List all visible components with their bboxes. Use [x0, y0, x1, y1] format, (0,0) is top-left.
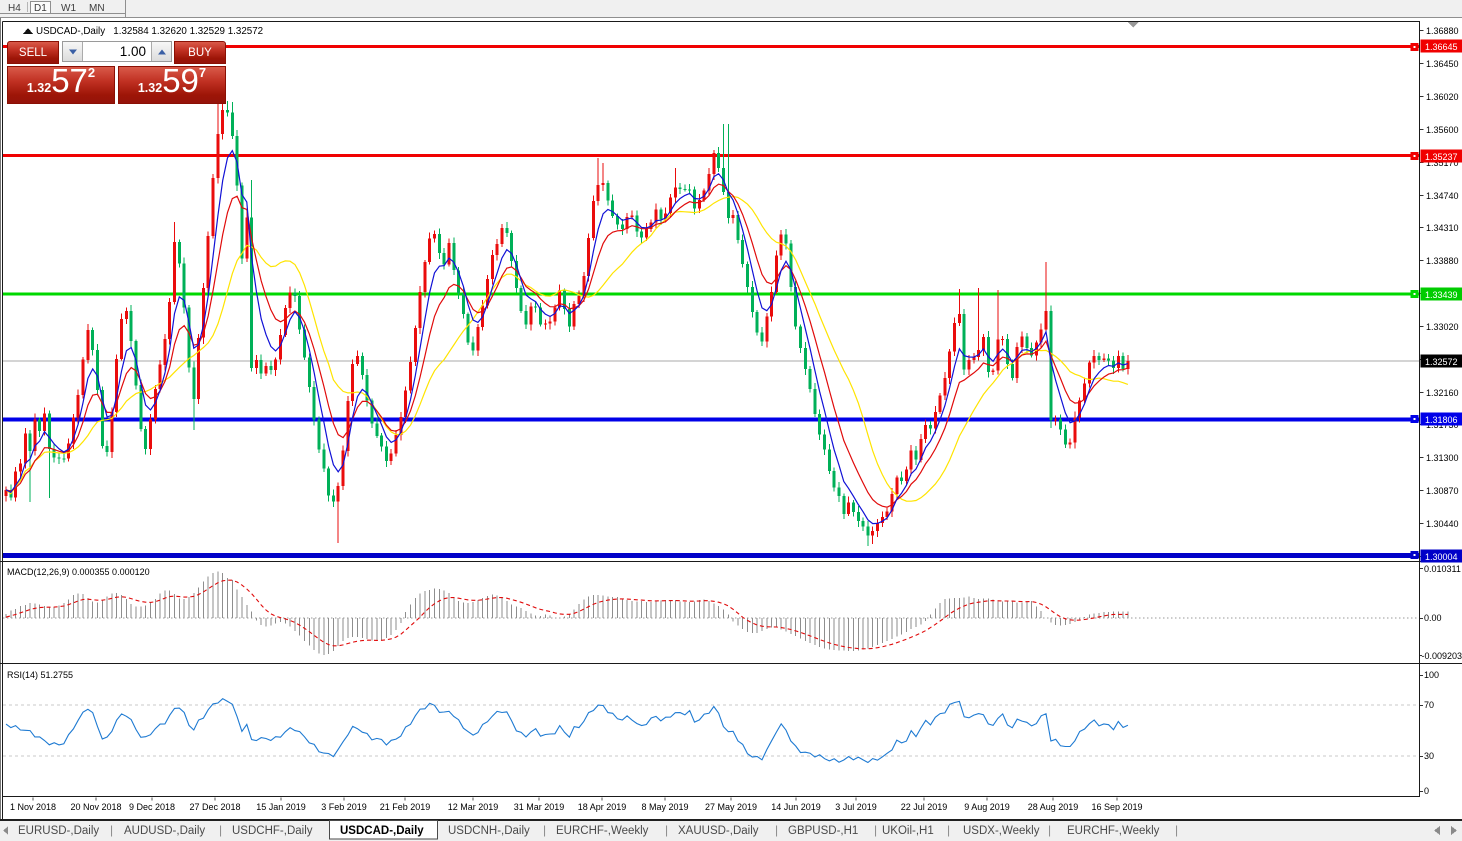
svg-text:1.36880: 1.36880	[1426, 26, 1459, 36]
svg-text:|: |	[543, 823, 546, 837]
svg-text:1.31806: 1.31806	[1425, 415, 1458, 425]
svg-text:12 Mar 2019: 12 Mar 2019	[448, 802, 499, 812]
svg-text:1.32160: 1.32160	[1426, 388, 1459, 398]
svg-text:9 Dec 2018: 9 Dec 2018	[129, 802, 175, 812]
svg-text:1.36450: 1.36450	[1426, 59, 1459, 69]
svg-text:27 May 2019: 27 May 2019	[705, 802, 757, 812]
svg-text:AUDUSD-,Daily: AUDUSD-,Daily	[124, 825, 205, 837]
svg-text:|: |	[775, 823, 778, 837]
svg-text:D1: D1	[34, 3, 47, 14]
svg-text:H4: H4	[8, 3, 21, 14]
svg-text:1.30004: 1.30004	[1425, 552, 1458, 562]
svg-text:|: |	[110, 823, 113, 837]
svg-text:EURCHF-,Weekly: EURCHF-,Weekly	[1067, 825, 1160, 837]
svg-text:EURCHF-,Weekly: EURCHF-,Weekly	[556, 825, 649, 837]
svg-text:14 Jun 2019: 14 Jun 2019	[771, 802, 821, 812]
svg-text:0.00: 0.00	[1424, 613, 1442, 623]
svg-text:16 Sep 2019: 16 Sep 2019	[1091, 802, 1142, 812]
svg-text:1.30870: 1.30870	[1426, 486, 1459, 496]
svg-text:20 Nov 2018: 20 Nov 2018	[70, 802, 121, 812]
svg-text:28 Aug 2019: 28 Aug 2019	[1028, 802, 1079, 812]
svg-text:0: 0	[1424, 786, 1429, 796]
svg-text:18 Apr 2019: 18 Apr 2019	[578, 802, 627, 812]
svg-text:31 Mar 2019: 31 Mar 2019	[514, 802, 565, 812]
svg-text:27 Dec 2018: 27 Dec 2018	[189, 802, 240, 812]
svg-text:|: |	[219, 823, 222, 837]
svg-text:|: |	[1175, 823, 1178, 837]
svg-text:1.35170: 1.35170	[1426, 158, 1459, 168]
svg-text:USDX-,Weekly: USDX-,Weekly	[963, 825, 1040, 837]
svg-text:21 Feb 2019: 21 Feb 2019	[380, 802, 431, 812]
svg-text:1.33439: 1.33439	[1425, 290, 1458, 300]
svg-text:8 May 2019: 8 May 2019	[641, 802, 688, 812]
svg-text:|: |	[947, 823, 950, 837]
svg-text:3 Feb 2019: 3 Feb 2019	[321, 802, 367, 812]
svg-text:22 Jul 2019: 22 Jul 2019	[901, 802, 948, 812]
svg-text:|: |	[1048, 823, 1051, 837]
svg-text:9 Aug 2019: 9 Aug 2019	[964, 802, 1010, 812]
svg-text:USDCAD-,Daily 1.32584 1.3262: USDCAD-,Daily 1.32584 1.32620 1.32529 1.…	[36, 26, 263, 37]
svg-text:XAUUSD-,Daily: XAUUSD-,Daily	[678, 825, 759, 837]
svg-text:70: 70	[1424, 700, 1434, 710]
svg-text:30: 30	[1424, 751, 1434, 761]
svg-text:-0.009203: -0.009203	[1422, 651, 1462, 661]
svg-text:|: |	[874, 823, 877, 837]
svg-text:1.34740: 1.34740	[1426, 191, 1459, 201]
svg-text:EURUSD-,Daily: EURUSD-,Daily	[18, 825, 99, 837]
svg-text:0.010311: 0.010311	[1424, 564, 1461, 574]
svg-text:1.32572: 1.32572	[1425, 357, 1458, 367]
svg-text:MACD(12,26,9) 0.000355 0.00012: MACD(12,26,9) 0.000355 0.000120	[7, 567, 150, 577]
svg-text:1.36645: 1.36645	[1425, 42, 1458, 52]
svg-text:W1: W1	[61, 3, 76, 14]
svg-text:1.31300: 1.31300	[1426, 453, 1459, 463]
svg-text:1 Nov 2018: 1 Nov 2018	[10, 802, 56, 812]
svg-text:UKOil-,H1: UKOil-,H1	[882, 825, 934, 837]
svg-text:100: 100	[1424, 670, 1439, 680]
svg-text:3 Jul 2019: 3 Jul 2019	[835, 802, 877, 812]
svg-text:USDCHF-,Daily: USDCHF-,Daily	[232, 825, 313, 837]
svg-text:1.35600: 1.35600	[1426, 125, 1459, 135]
svg-text:|: |	[665, 823, 668, 837]
svg-text:1.33880: 1.33880	[1426, 256, 1459, 266]
svg-text:1.36020: 1.36020	[1426, 92, 1459, 102]
svg-text:USDCAD-,Daily: USDCAD-,Daily	[340, 825, 424, 837]
svg-text:1.33020: 1.33020	[1426, 322, 1459, 332]
svg-text:1.30440: 1.30440	[1426, 519, 1459, 529]
svg-text:15 Jan 2019: 15 Jan 2019	[256, 802, 306, 812]
svg-text:GBPUSD-,H1: GBPUSD-,H1	[788, 825, 858, 837]
svg-text:1.34310: 1.34310	[1426, 223, 1459, 233]
svg-text:MN: MN	[89, 3, 105, 14]
svg-text:USDCNH-,Daily: USDCNH-,Daily	[448, 825, 530, 837]
svg-text:1.35237: 1.35237	[1425, 152, 1458, 162]
svg-text:RSI(14) 51.2755: RSI(14) 51.2755	[7, 670, 73, 680]
